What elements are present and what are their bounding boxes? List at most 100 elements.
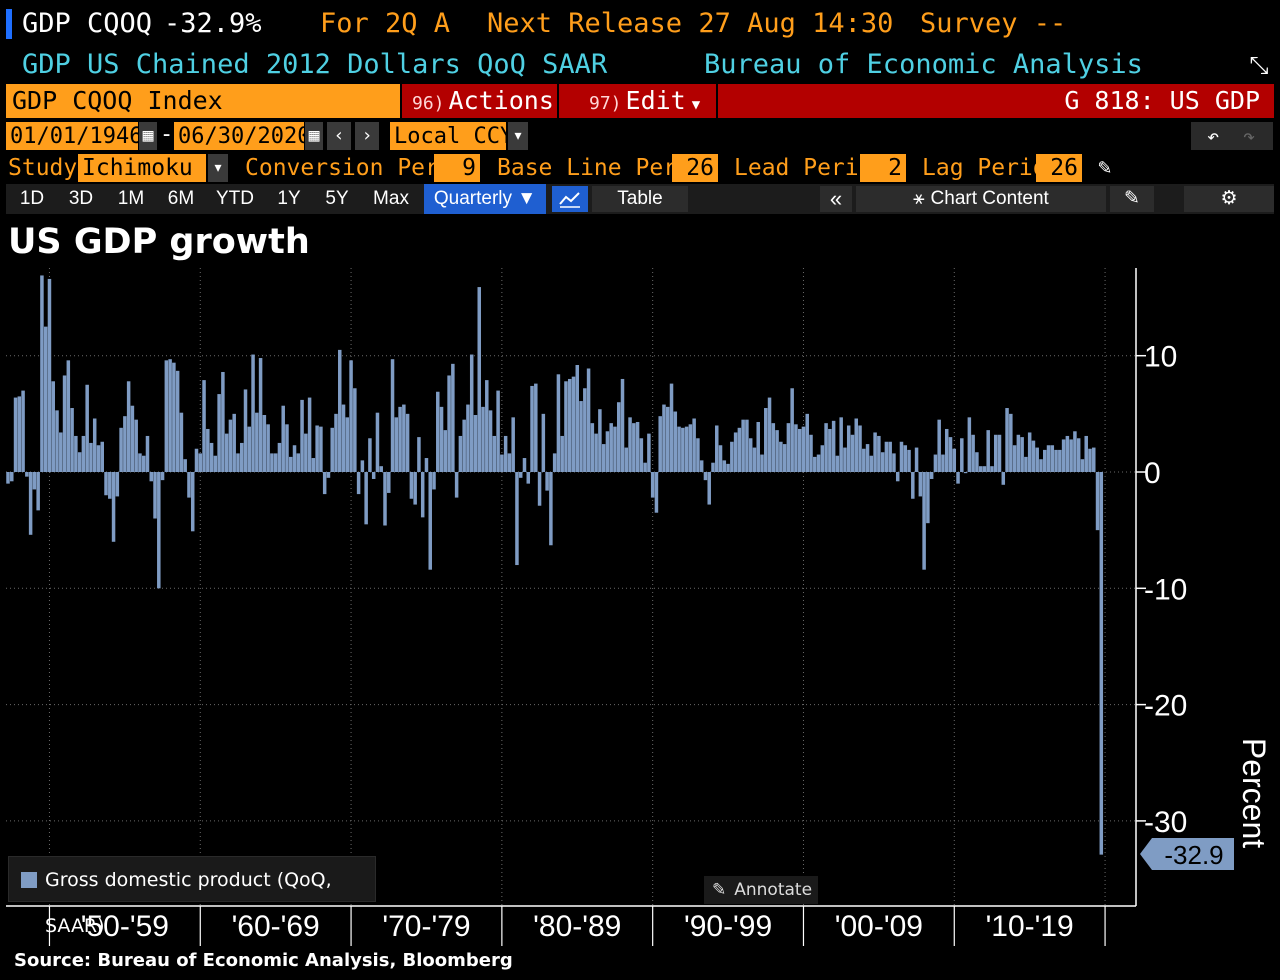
bar — [666, 406, 670, 472]
bar — [809, 434, 813, 472]
bar — [688, 424, 693, 472]
calendar-icon[interactable]: ▦ — [139, 122, 157, 150]
bar — [831, 420, 836, 472]
chart-content-button[interactable]: ⚹ Chart Content — [856, 186, 1106, 212]
bar — [164, 360, 169, 472]
actions-menu[interactable]: 96)Actions▼ — [402, 84, 568, 118]
bar — [681, 427, 685, 472]
pencil-icon[interactable]: ✎ — [1098, 155, 1112, 180]
bar — [820, 445, 825, 472]
bar — [202, 380, 206, 472]
bar — [869, 455, 874, 472]
bar — [338, 349, 342, 472]
annotate-button[interactable]: ✎ Annotate — [704, 876, 818, 904]
lag-period-input[interactable]: 26 — [1036, 154, 1082, 182]
bar — [270, 453, 274, 472]
bar — [341, 404, 346, 472]
tab-1m[interactable]: 1M — [117, 188, 145, 209]
bar — [104, 472, 108, 496]
edit-menu[interactable]: 97) Edit ▼ — [559, 84, 716, 118]
bar — [564, 381, 568, 472]
bar — [1031, 440, 1036, 472]
bar — [545, 472, 549, 491]
chevron-down-icon[interactable]: ▾ — [508, 122, 528, 150]
next-release: Next Release 27 Aug 14:30 — [487, 8, 894, 39]
edit-chart-icon[interactable]: ✎ — [1110, 186, 1154, 212]
line-chart-icon[interactable] — [552, 186, 588, 212]
bar — [598, 409, 602, 472]
bar — [941, 454, 945, 473]
bar — [360, 460, 365, 472]
bar — [485, 380, 489, 472]
bar — [492, 435, 497, 472]
bar — [6, 472, 10, 484]
bar — [145, 435, 150, 472]
tab-5y[interactable]: 5Y — [325, 188, 349, 209]
gear-icon[interactable]: ⚙ — [1184, 186, 1274, 212]
tab-6m[interactable]: 6M — [167, 188, 195, 209]
bar — [963, 472, 968, 474]
bar — [639, 438, 644, 472]
bar — [828, 428, 832, 472]
bar — [175, 370, 180, 472]
bar — [334, 413, 338, 472]
bar — [824, 423, 828, 472]
function-title: G 818: US GDP — [718, 84, 1274, 118]
bar — [982, 466, 987, 473]
x-tick-label: '10-'19 — [986, 910, 1074, 943]
bar — [643, 462, 647, 472]
calendar-icon[interactable]: ▦ — [305, 122, 323, 150]
bar — [978, 466, 983, 473]
redo-icon[interactable]: ↷ — [1243, 124, 1256, 148]
bar — [518, 472, 523, 478]
end-date-input[interactable]: 06/30/2020 — [174, 122, 310, 150]
study-select[interactable]: Ichimoku — [78, 154, 206, 182]
bar — [556, 374, 561, 472]
security-field[interactable]: GDP CQOQ Index — [6, 84, 400, 118]
conversion-period-input[interactable]: 9 — [434, 154, 480, 182]
x-axis: '50-'59 '60-'69 '70-'79 '80-'89 '90-'99 '00-'… — [6, 905, 1136, 946]
bar — [888, 441, 892, 472]
bar — [632, 423, 636, 472]
bar-series — [6, 275, 1104, 855]
table-button[interactable]: Table — [592, 186, 688, 212]
bar — [217, 394, 221, 472]
undo-icon[interactable]: ↶ — [1207, 124, 1220, 148]
previous-arrow-icon[interactable]: ‹ — [327, 122, 351, 150]
chevron-down-icon[interactable]: ▾ — [208, 154, 228, 182]
chart-settings-icon: ⚹ — [913, 188, 925, 209]
bar — [473, 415, 478, 472]
bar — [239, 442, 244, 473]
collapse-button[interactable]: « — [820, 186, 852, 212]
bar — [684, 426, 689, 472]
tab-1d[interactable]: 1D — [19, 188, 45, 209]
tab-ytd[interactable]: YTD — [216, 188, 254, 209]
bar — [549, 472, 553, 546]
bar — [715, 425, 719, 472]
bar — [153, 472, 157, 519]
bar — [1009, 413, 1013, 472]
tab-3d[interactable]: 3D — [68, 188, 94, 209]
lead-period-input[interactable]: 2 — [860, 154, 906, 182]
bar — [616, 402, 621, 472]
period-tabs: 1D 3D 1M 6M YTD 1Y 5Y Max Quarterly ▼ Ta… — [0, 184, 1280, 214]
start-date-input[interactable]: 01/01/1946 — [6, 122, 142, 150]
bar — [590, 423, 595, 472]
tab-max[interactable]: Max — [373, 188, 409, 209]
bar — [993, 434, 998, 472]
bar — [662, 404, 666, 472]
bar — [77, 452, 82, 472]
bar — [1050, 445, 1055, 472]
expand-icon[interactable]: ⤡ — [1249, 51, 1269, 79]
currency-select[interactable]: Local CCY — [390, 122, 513, 150]
bar — [10, 472, 14, 482]
bar — [537, 472, 542, 506]
frequency-select[interactable]: Quarterly ▼ — [424, 184, 546, 214]
bar — [353, 388, 357, 472]
base-line-period-input[interactable]: 26 — [672, 154, 718, 182]
bar — [13, 397, 18, 472]
next-arrow-icon[interactable]: › — [355, 122, 379, 150]
tab-1y[interactable]: 1Y — [277, 188, 301, 209]
bar — [1084, 435, 1088, 472]
bar — [187, 472, 191, 498]
